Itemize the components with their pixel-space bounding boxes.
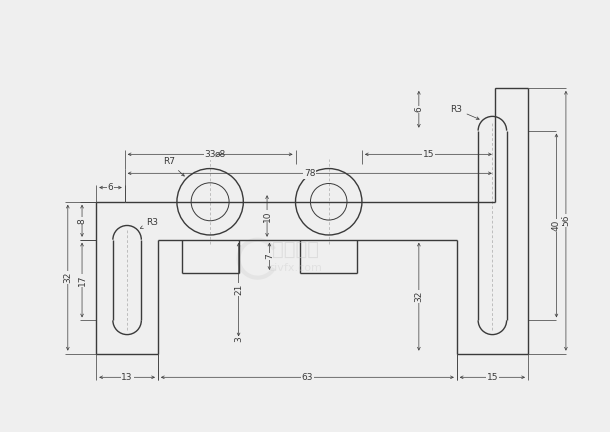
Text: 6: 6 — [414, 106, 423, 112]
Text: 78: 78 — [304, 169, 315, 178]
Text: 63: 63 — [301, 373, 313, 382]
Text: 33: 33 — [204, 150, 216, 159]
Text: civfx.com: civfx.com — [268, 263, 323, 273]
Text: 13: 13 — [121, 373, 133, 382]
Text: R3: R3 — [450, 105, 479, 119]
Text: 32: 32 — [63, 272, 73, 283]
Text: 10: 10 — [262, 210, 271, 222]
Text: 32: 32 — [414, 291, 423, 302]
Text: 6: 6 — [107, 183, 113, 192]
Text: 8: 8 — [77, 218, 87, 224]
Text: 15: 15 — [487, 373, 498, 382]
Text: 土木在线: 土木在线 — [272, 240, 319, 259]
Text: R7: R7 — [163, 157, 184, 176]
Text: 56: 56 — [561, 215, 570, 226]
Text: 17: 17 — [77, 274, 87, 286]
Text: 40: 40 — [552, 220, 561, 231]
Text: 15: 15 — [423, 150, 434, 159]
Text: 7: 7 — [265, 254, 274, 259]
Text: R3: R3 — [140, 219, 158, 229]
Text: ø8: ø8 — [215, 150, 226, 159]
Text: 21: 21 — [234, 284, 243, 295]
Text: 3: 3 — [234, 337, 243, 342]
